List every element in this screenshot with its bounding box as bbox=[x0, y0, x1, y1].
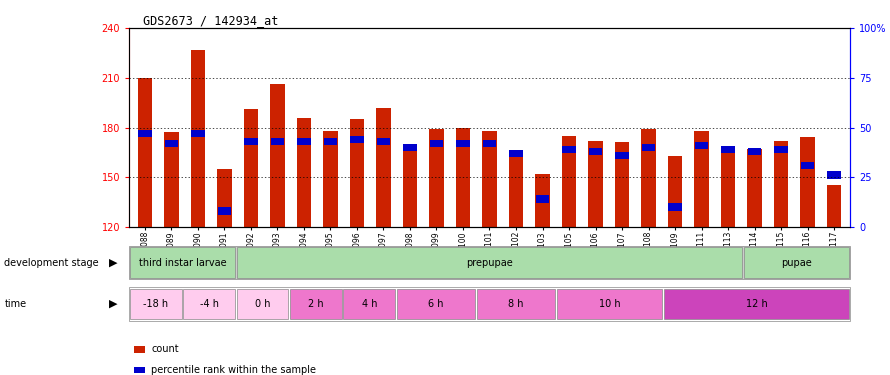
Bar bbox=[165, 140, 178, 147]
Text: count: count bbox=[151, 344, 179, 354]
Bar bbox=[827, 186, 841, 227]
Bar bbox=[244, 109, 258, 227]
Bar bbox=[190, 50, 206, 227]
Bar bbox=[456, 128, 470, 227]
Text: ▶: ▶ bbox=[109, 258, 117, 267]
Bar bbox=[482, 131, 497, 227]
Bar bbox=[164, 132, 179, 227]
Bar bbox=[562, 136, 577, 227]
Bar bbox=[457, 140, 470, 147]
Bar bbox=[245, 138, 257, 145]
Bar bbox=[748, 148, 761, 155]
Bar bbox=[138, 130, 151, 137]
Text: ▶: ▶ bbox=[109, 299, 117, 309]
Bar bbox=[271, 138, 284, 145]
Bar bbox=[138, 78, 152, 227]
Bar bbox=[430, 140, 443, 147]
Bar bbox=[562, 146, 576, 153]
Bar bbox=[588, 141, 603, 227]
Bar bbox=[744, 248, 849, 278]
Text: percentile rank within the sample: percentile rank within the sample bbox=[151, 365, 316, 375]
Bar bbox=[237, 248, 742, 278]
Bar bbox=[722, 146, 734, 153]
Bar bbox=[183, 289, 235, 319]
Bar bbox=[616, 152, 628, 159]
Bar bbox=[217, 169, 231, 227]
Bar bbox=[668, 203, 682, 211]
Bar bbox=[191, 130, 205, 137]
Text: third instar larvae: third instar larvae bbox=[139, 258, 226, 267]
Text: GDS2673 / 142934_at: GDS2673 / 142934_at bbox=[143, 14, 279, 27]
Bar bbox=[483, 140, 496, 147]
Bar bbox=[429, 129, 444, 227]
Bar bbox=[536, 195, 549, 203]
Bar bbox=[721, 147, 735, 227]
Text: 10 h: 10 h bbox=[599, 299, 620, 309]
Bar bbox=[774, 146, 788, 153]
Text: time: time bbox=[4, 299, 27, 309]
Bar bbox=[376, 108, 391, 227]
Bar bbox=[695, 142, 708, 149]
Bar bbox=[800, 138, 815, 227]
Text: 2 h: 2 h bbox=[308, 299, 324, 309]
Bar bbox=[509, 152, 523, 227]
Bar bbox=[130, 289, 182, 319]
Text: 0 h: 0 h bbox=[255, 299, 271, 309]
Bar bbox=[344, 289, 395, 319]
Bar bbox=[403, 144, 417, 151]
Bar bbox=[664, 289, 849, 319]
Bar bbox=[615, 142, 629, 227]
Bar bbox=[641, 129, 656, 227]
Text: development stage: development stage bbox=[4, 258, 99, 267]
Bar bbox=[668, 156, 683, 227]
Bar bbox=[694, 131, 708, 227]
Text: 4 h: 4 h bbox=[361, 299, 377, 309]
Text: -18 h: -18 h bbox=[143, 299, 168, 309]
Bar bbox=[748, 149, 762, 227]
Bar bbox=[477, 289, 555, 319]
Bar bbox=[296, 118, 311, 227]
Bar bbox=[237, 289, 288, 319]
Bar bbox=[290, 289, 342, 319]
Bar bbox=[324, 138, 337, 145]
Bar bbox=[642, 144, 655, 151]
Bar bbox=[377, 138, 390, 145]
Text: prepupae: prepupae bbox=[466, 258, 513, 267]
Bar bbox=[218, 207, 231, 215]
Bar bbox=[130, 248, 235, 278]
Bar bbox=[350, 119, 364, 227]
Bar bbox=[535, 174, 550, 227]
Bar bbox=[323, 131, 338, 227]
Bar bbox=[402, 151, 417, 227]
Bar bbox=[351, 136, 363, 143]
Bar bbox=[773, 141, 789, 227]
Text: 8 h: 8 h bbox=[508, 299, 524, 309]
Text: pupae: pupae bbox=[781, 258, 812, 267]
Bar bbox=[297, 138, 311, 145]
Bar bbox=[509, 150, 522, 157]
Text: 6 h: 6 h bbox=[428, 299, 444, 309]
Bar bbox=[271, 84, 285, 227]
Bar bbox=[557, 289, 662, 319]
Bar bbox=[801, 162, 814, 169]
Bar bbox=[828, 171, 841, 179]
Text: 12 h: 12 h bbox=[746, 299, 767, 309]
Bar bbox=[589, 148, 602, 155]
Text: -4 h: -4 h bbox=[199, 299, 219, 309]
Bar bbox=[397, 289, 475, 319]
